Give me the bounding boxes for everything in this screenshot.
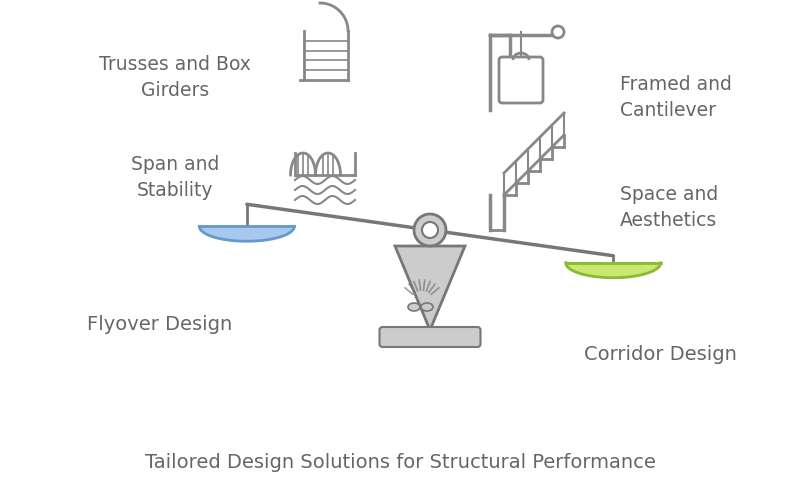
Circle shape: [422, 222, 438, 238]
Polygon shape: [199, 226, 294, 242]
Ellipse shape: [408, 303, 420, 311]
Text: Cantilever: Cantilever: [620, 100, 716, 119]
Text: Flyover Design: Flyover Design: [87, 316, 233, 334]
FancyBboxPatch shape: [499, 57, 543, 103]
Text: Span and: Span and: [131, 156, 219, 174]
Circle shape: [414, 214, 446, 246]
Text: Trusses and Box: Trusses and Box: [99, 56, 251, 74]
Polygon shape: [395, 246, 465, 330]
Text: Framed and: Framed and: [620, 76, 732, 94]
Text: Space and: Space and: [620, 186, 718, 204]
Text: Aesthetics: Aesthetics: [620, 210, 718, 230]
Ellipse shape: [421, 303, 433, 311]
Text: Corridor Design: Corridor Design: [583, 346, 737, 364]
Polygon shape: [566, 262, 661, 278]
Text: Girders: Girders: [141, 80, 209, 100]
Text: Stability: Stability: [137, 180, 214, 200]
Text: Tailored Design Solutions for Structural Performance: Tailored Design Solutions for Structural…: [145, 452, 655, 471]
FancyBboxPatch shape: [379, 327, 481, 347]
Circle shape: [552, 26, 564, 38]
